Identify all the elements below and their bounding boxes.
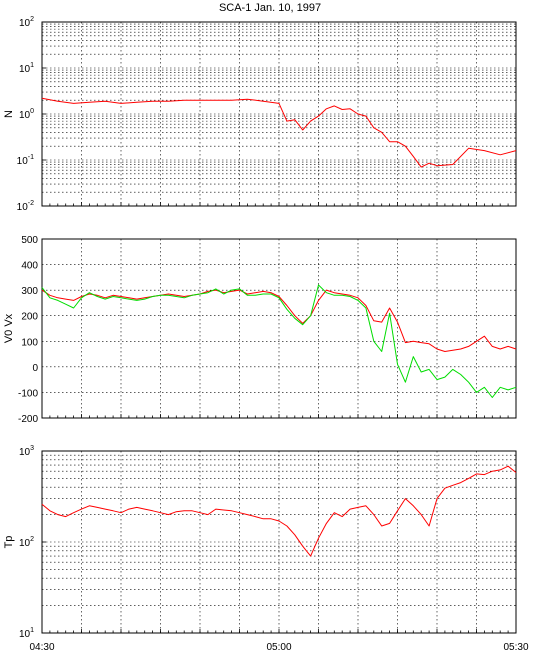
x-tick-label: 05:30 (503, 642, 528, 653)
y-tick-label: 101 (19, 627, 34, 640)
y-tick-label: 102 (19, 536, 34, 549)
y-tick-label: 200 (21, 312, 38, 323)
y-tick-label: 100 (19, 108, 34, 121)
series-line-1 (41, 97, 517, 168)
y-tick-label: 10-2 (17, 200, 34, 213)
y-tick-label: 102 (19, 16, 34, 29)
panel-2: -200 -100 0 100 200 300 400 500 V0 Vx (3, 235, 517, 425)
y-tick-label: 100 (21, 337, 38, 348)
series-line-1 (41, 465, 517, 557)
series-line-2 (41, 284, 517, 398)
y-tick-label: 500 (21, 235, 38, 246)
series-line-1 (41, 289, 517, 352)
y-tick-label: 10-1 (17, 154, 34, 167)
y-tick-label: 101 (19, 62, 34, 75)
panel-1: 10-2 10-1 100 101 102 N (3, 16, 517, 213)
chart-title: SCA-1 Jan. 10, 1997 (219, 2, 321, 14)
y-tick-label: 0 (32, 363, 38, 374)
x-tick-label: 04:30 (29, 642, 54, 653)
panel-3: 101 102 103 Tp (3, 445, 517, 640)
x-tick-label: 05:00 (266, 642, 291, 653)
y-axis-label: N (3, 110, 15, 118)
y-axis-label: Tp (3, 536, 15, 549)
y-tick-label: 300 (21, 286, 38, 297)
y-axis-label: V0 Vx (3, 313, 15, 343)
y-tick-label: 103 (19, 445, 34, 458)
y-tick-label: -100 (18, 388, 38, 399)
y-tick-label: -200 (18, 414, 38, 425)
y-tick-label: 400 (21, 261, 38, 272)
panels: 10-2 10-1 100 101 102 N -200 -100 0 100 200 300 400 5… (3, 16, 529, 653)
